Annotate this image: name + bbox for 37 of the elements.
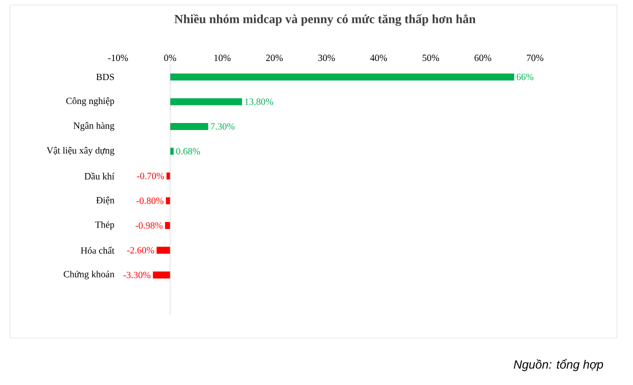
y-tick-label: BDS xyxy=(96,74,114,80)
y-tick-label: Công nghiệp xyxy=(66,97,114,106)
x-tick-label: 10% xyxy=(214,54,231,62)
bar xyxy=(170,98,242,106)
data-label: -3.30% xyxy=(123,272,150,278)
y-tick-label: Ngân hàng xyxy=(73,122,114,131)
bar xyxy=(156,246,170,254)
y-tick-label: Hóa chất xyxy=(80,246,114,254)
bar xyxy=(152,272,170,278)
text: Nguồn: tổng hợp xyxy=(514,358,604,372)
data-label: -0.80% xyxy=(136,198,164,204)
bar xyxy=(166,172,170,180)
bar xyxy=(165,222,170,229)
y-tick-label: Thép xyxy=(95,221,114,230)
data-label: 7.30% xyxy=(211,123,235,130)
data-label: 0.68% xyxy=(176,148,200,154)
data-label: -2.60% xyxy=(127,247,154,254)
data-label: 13.80% xyxy=(245,98,274,105)
x-tick-label: 60% xyxy=(474,54,492,62)
bar xyxy=(166,197,170,204)
bar xyxy=(170,122,208,130)
chart-title: Nhiều nhóm midcap và penny có mức tăng thấp hơn hẳn xyxy=(174,14,476,26)
y-tick-label: Chứng khoán xyxy=(64,270,114,280)
x-tick-label: 30% xyxy=(318,54,335,62)
x-tick-label: 50% xyxy=(422,54,440,62)
x-tick-label: -10% xyxy=(108,54,128,62)
bar xyxy=(170,73,514,80)
y-tick-label: Vật liệu xây dựng xyxy=(46,146,114,156)
y-tick-label: Điện xyxy=(96,196,114,205)
x-tick-label: 40% xyxy=(370,54,387,62)
data-label: -0.98% xyxy=(136,222,162,229)
x-tick-label: 0% xyxy=(164,54,176,62)
x-tick-label: 70% xyxy=(526,54,544,62)
y-tick-label: Dầu khí xyxy=(84,172,114,180)
data-label: 66% xyxy=(516,74,534,80)
x-tick-label: 20% xyxy=(266,54,283,62)
data-label: -0.70% xyxy=(137,172,164,180)
